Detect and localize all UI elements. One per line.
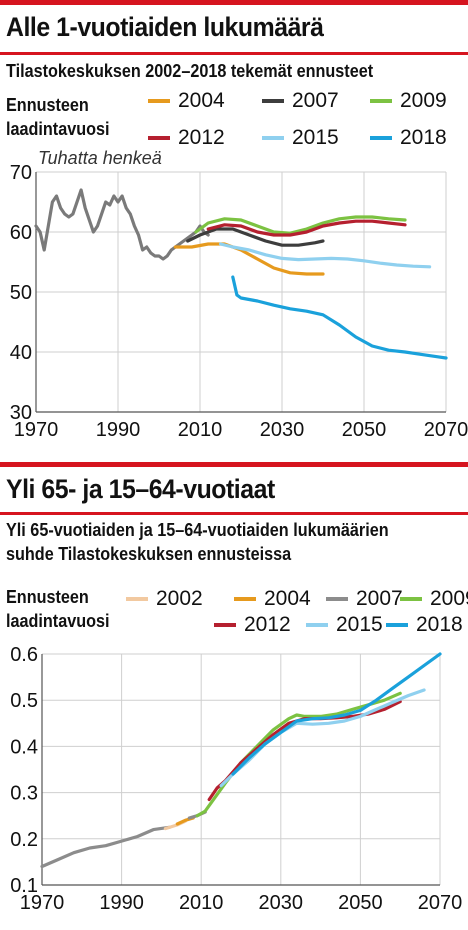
chart2-x-tick-label: 2070 xyxy=(418,892,463,914)
chart2-legend-label: 2012 xyxy=(244,613,291,636)
chart2-y-tick-label: 0.3 xyxy=(10,783,38,805)
chart1-legend-label: 2012 xyxy=(178,126,225,149)
chart1-y-tick-label: 30 xyxy=(10,402,32,424)
chart2-legend-title: Ennusteen laadintavuosi xyxy=(6,587,110,631)
chart1-legend-label: 2018 xyxy=(400,126,447,149)
chart2-y-tick-label: 0.6 xyxy=(10,644,38,666)
chart2-y-tick-label: 0.5 xyxy=(10,690,38,712)
chart1-x-tick-label: 2030 xyxy=(260,419,305,441)
chart2-legend-swatch xyxy=(326,597,348,601)
chart1-series-line-2015 xyxy=(218,242,432,269)
chart2-top-accent-bar xyxy=(0,462,468,467)
chart1-x-tick-label: 1970 xyxy=(14,419,59,441)
chart1-legend-swatch xyxy=(148,99,170,103)
chart2-legend-label: 2007 xyxy=(356,587,403,610)
chart2-legend-item-2002: 2002 xyxy=(126,587,203,611)
chart2-legend-item-2015: 2015 xyxy=(306,613,383,637)
chart1-series-line-history xyxy=(34,188,210,261)
chart1-title-divider xyxy=(0,52,468,55)
chart2-legend-item-2018: 2018 xyxy=(386,613,463,637)
chart1-legend-label: 2007 xyxy=(292,89,339,112)
chart2-legend-item-2007: 2007 xyxy=(326,587,403,611)
chart1-series-line-2012 xyxy=(206,219,407,237)
chart2-legend-swatch xyxy=(214,623,236,627)
chart1-series-line-2009 xyxy=(194,215,407,235)
chart1-legend-swatch xyxy=(370,99,392,103)
chart1-legend-label: 2015 xyxy=(292,126,339,149)
chart1-legend-item-2012: 2012 xyxy=(148,126,225,150)
chart1-x-tick-label: 1990 xyxy=(96,419,141,441)
chart2-x-tick-label: 2010 xyxy=(179,892,224,914)
chart1-legend-swatch xyxy=(370,136,392,140)
chart2-x-tick-label: 2030 xyxy=(259,892,304,914)
chart1-series-line-2018 xyxy=(231,275,448,360)
chart1-legend-label: 2004 xyxy=(178,89,225,112)
chart1-legend-item-2004: 2004 xyxy=(148,89,225,113)
chart2-legend-swatch xyxy=(234,597,256,601)
chart2-legend-label: 2002 xyxy=(156,587,203,610)
chart2-y-tick-label: 0.2 xyxy=(10,829,38,851)
chart1-legend-swatch xyxy=(262,136,284,140)
chart2-legend-item-2009: 2009 xyxy=(400,587,468,611)
chart2-series-line-history xyxy=(40,825,171,869)
chart2-y-tick-label: 0.4 xyxy=(10,736,38,758)
chart2-legend-label: 2018 xyxy=(416,613,463,636)
chart1-legend-item-2009: 2009 xyxy=(370,89,447,113)
chart1-unit-label: Tuhatta henkeä xyxy=(38,148,162,168)
chart2-legend-item-2004: 2004 xyxy=(234,587,311,611)
chart1-legend-item-2007: 2007 xyxy=(262,89,339,113)
chart1-y-tick-label: 60 xyxy=(10,222,32,244)
chart1-y-tick-label: 40 xyxy=(10,342,32,364)
chart1-legend-title: Ennusteen laadintavuosi xyxy=(6,95,110,139)
chart2-title-divider xyxy=(0,512,468,515)
chart2-legend-swatch xyxy=(386,623,408,627)
chart1-y-tick-label: 70 xyxy=(10,162,32,184)
chart1-x-tick-label: 2050 xyxy=(342,419,387,441)
chart1-y-tick-label: 50 xyxy=(10,282,32,304)
chart2-legend-item-2012: 2012 xyxy=(214,613,291,637)
chart1-legend-swatch xyxy=(262,99,284,103)
chart2-subtitle-line-2: suhde Tilastokeskuksen ennusteissa xyxy=(6,544,292,564)
chart2-legend-label: 2009 xyxy=(430,587,468,610)
chart1-title: Alle 1-vuotiaiden lukumäärä xyxy=(6,12,324,42)
chart2-x-tick-label: 1970 xyxy=(20,892,65,914)
chart2-legend-swatch xyxy=(126,597,148,601)
chart1-x-tick-label: 2070 xyxy=(424,419,468,441)
chart2-legend-swatch xyxy=(306,623,328,627)
chart2-legend-label: 2004 xyxy=(264,587,311,610)
chart2-y-tick-label: 0.1 xyxy=(10,875,38,897)
chart1-subtitle: Tilastokeskuksen 2002–2018 tekemät ennus… xyxy=(6,61,374,81)
chart2-legend-label: 2015 xyxy=(336,613,383,636)
chart1-series-line-2007 xyxy=(186,227,325,247)
chart1-legend-swatch xyxy=(148,136,170,140)
chart1-series-line-2004 xyxy=(173,242,325,276)
chart2-series-line-2018 xyxy=(231,652,442,776)
chart2-x-tick-label: 1990 xyxy=(99,892,144,914)
chart2-x-tick-label: 2050 xyxy=(338,892,383,914)
chart1-legend-item-2015: 2015 xyxy=(262,126,339,150)
chart1-x-tick-label: 2010 xyxy=(178,419,223,441)
chart2-legend-swatch xyxy=(400,597,422,601)
chart2-subtitle-line-1: Yli 65-vuotiaiden ja 15–64-vuotiaiden lu… xyxy=(6,520,389,540)
top-accent-bar xyxy=(0,0,468,5)
chart2-title: Yli 65- ja 15–64-vuotiaat xyxy=(6,474,275,504)
chart1-legend-label: 2009 xyxy=(400,89,447,112)
chart1-legend-item-2018: 2018 xyxy=(370,126,447,150)
